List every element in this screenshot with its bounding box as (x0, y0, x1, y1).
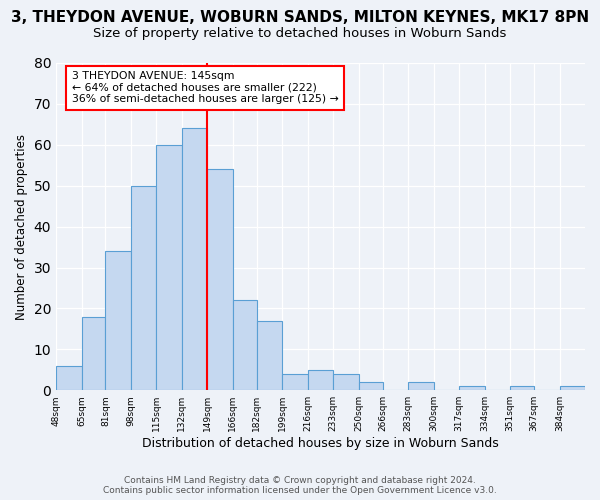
Bar (208, 170, 233, 390)
Bar (283, 374, 308, 390)
Text: Contains HM Land Registry data © Crown copyright and database right 2024.
Contai: Contains HM Land Registry data © Crown c… (103, 476, 497, 495)
Bar (510, 386, 534, 390)
Bar (233, 300, 257, 390)
Bar (333, 374, 359, 390)
X-axis label: Distribution of detached houses by size in Woburn Sands: Distribution of detached houses by size … (142, 437, 499, 450)
Bar (157, 145, 182, 390)
Text: 3, THEYDON AVENUE, WOBURN SANDS, MILTON KEYNES, MK17 8PN: 3, THEYDON AVENUE, WOBURN SANDS, MILTON … (11, 10, 589, 25)
Bar (408, 382, 434, 390)
Bar (257, 320, 283, 390)
Bar (182, 128, 208, 390)
Bar (56, 366, 82, 390)
Text: 3 THEYDON AVENUE: 145sqm
← 64% of detached houses are smaller (222)
36% of semi-: 3 THEYDON AVENUE: 145sqm ← 64% of detach… (72, 71, 338, 104)
Bar (308, 370, 333, 390)
Y-axis label: Number of detached properties: Number of detached properties (15, 134, 28, 320)
Text: Size of property relative to detached houses in Woburn Sands: Size of property relative to detached ho… (94, 28, 506, 40)
Bar (131, 186, 157, 390)
Bar (106, 251, 131, 390)
Bar (82, 316, 106, 390)
Bar (560, 386, 585, 390)
Bar (359, 382, 383, 390)
Bar (459, 386, 485, 390)
